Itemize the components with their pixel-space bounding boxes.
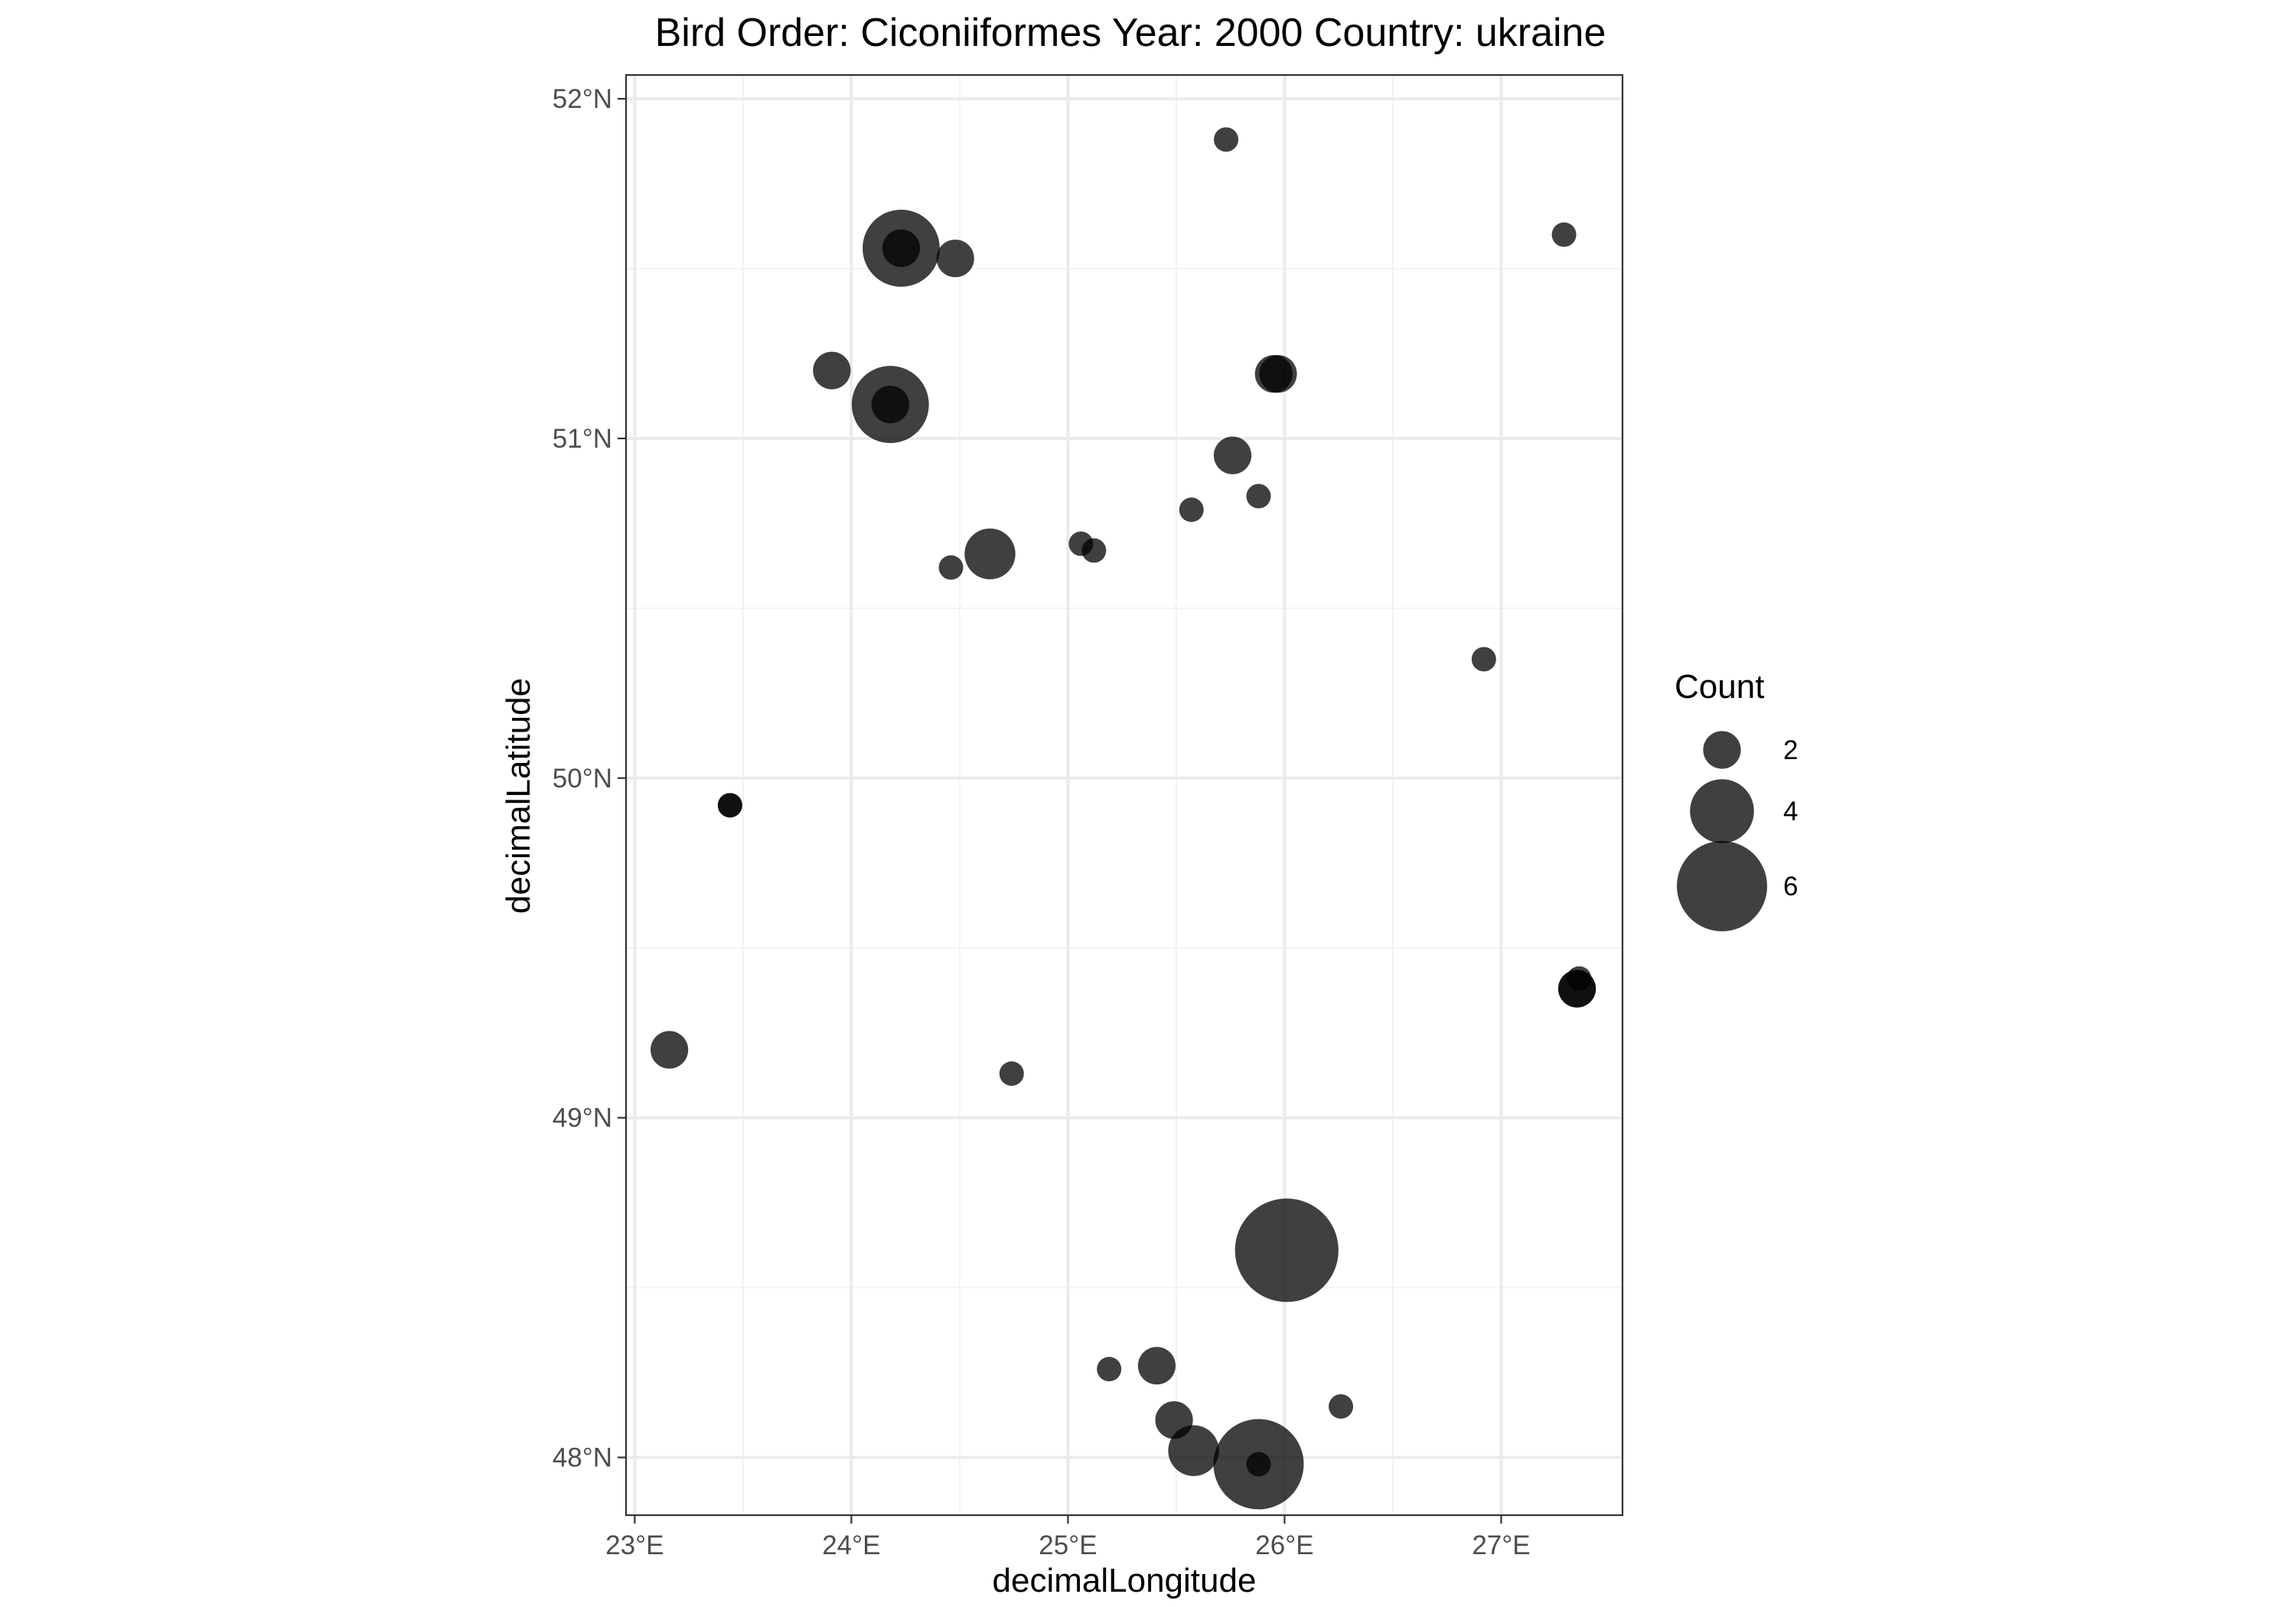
x-tick-label: 23°E <box>605 1530 664 1560</box>
y-tick-label: 50°N <box>553 764 612 794</box>
data-point <box>1246 1452 1271 1477</box>
x-axis: 23°E 24°E 25°E 26°E 27°E <box>605 1515 1531 1560</box>
grid-lines <box>626 75 1623 1515</box>
legend-key-label: 4 <box>1783 797 1798 826</box>
data-point <box>964 528 1016 580</box>
plot-panel <box>625 73 1624 1517</box>
legend-key-point <box>1677 841 1767 931</box>
data-point <box>1097 1357 1122 1382</box>
data-point <box>1234 1198 1339 1302</box>
data-point <box>1081 538 1107 563</box>
legend-key-point <box>1690 779 1754 843</box>
y-tick-label: 51°N <box>553 424 612 454</box>
legend-title: Count <box>1675 668 1764 706</box>
data-point <box>1168 1425 1219 1476</box>
legend-key-point <box>1703 731 1741 769</box>
chart-title: Bird Order: Ciconiiformes Year: 2000 Cou… <box>655 11 1606 55</box>
data-points <box>651 127 1596 1510</box>
data-point <box>1471 647 1496 672</box>
y-tick-label: 52°N <box>553 84 612 114</box>
y-tick-label: 49°N <box>553 1103 612 1133</box>
data-point <box>1137 1347 1176 1385</box>
y-axis-title: decimalLatitude <box>500 678 537 914</box>
data-point <box>999 1061 1024 1086</box>
legend-keys: 2 4 6 <box>1677 731 1798 931</box>
data-point <box>936 240 974 278</box>
x-tick-label: 27°E <box>1472 1530 1530 1560</box>
data-point <box>717 793 742 818</box>
legend-key-label: 2 <box>1783 735 1798 765</box>
data-point <box>1179 497 1204 523</box>
legend-key-label: 6 <box>1783 872 1798 901</box>
data-point <box>1214 127 1239 152</box>
data-point <box>1329 1393 1354 1419</box>
y-axis: 48°N 49°N 50°N 51°N 52°N <box>553 84 626 1473</box>
data-point <box>871 385 909 424</box>
data-point <box>1557 970 1596 1008</box>
y-tick-label: 48°N <box>553 1443 612 1473</box>
x-tick-label: 25°E <box>1039 1530 1097 1560</box>
data-point <box>651 1031 689 1069</box>
data-point <box>1551 222 1577 247</box>
data-point <box>1246 484 1271 509</box>
x-axis-title: decimalLongitude <box>993 1562 1257 1599</box>
x-tick-label: 26°E <box>1255 1530 1313 1560</box>
data-point <box>938 555 964 580</box>
x-tick-label: 24°E <box>822 1530 880 1560</box>
panel-border <box>625 73 1624 1517</box>
data-point <box>882 229 921 267</box>
legend: Count 2 4 6 <box>1675 668 1798 931</box>
panel-background <box>626 75 1623 1515</box>
data-point <box>1259 355 1297 393</box>
data-point <box>1213 436 1252 474</box>
data-point <box>813 351 851 390</box>
